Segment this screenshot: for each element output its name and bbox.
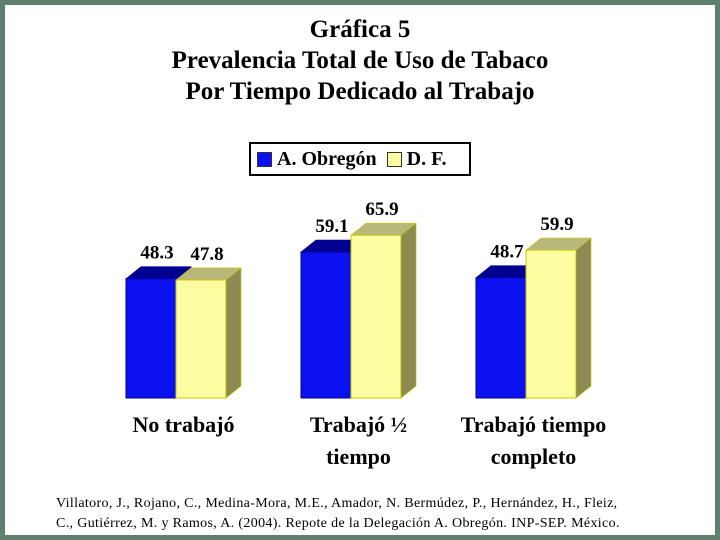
bar-2-series-1-side — [575, 237, 592, 399]
title-line-1: Gráfica 5 — [309, 16, 411, 43]
legend-item-df: D. F. — [386, 147, 447, 171]
source-line-1: Villatoro, J., Rojano, C., Medina-Mora, … — [56, 496, 618, 511]
value-label-1-series-1: 65.9 — [365, 199, 398, 220]
x-tick-label-2-line-0: Trabajó tiempo — [461, 412, 607, 437]
value-label-2-series-1: 59.9 — [540, 214, 573, 235]
bar-1-series-0-front — [300, 251, 352, 399]
x-tick-label-1-line-0: Trabajó ½ — [310, 412, 407, 437]
value-label-0-series-0: 48.3 — [140, 243, 173, 264]
bar-0-series-1-side — [225, 267, 242, 399]
title-line-2: Prevalencia Total de Uso de Tabaco — [171, 47, 549, 74]
legend-label-a-obregon: A. Obregón — [277, 147, 377, 170]
x-tick-label-2-line-1: completo — [491, 444, 577, 469]
chart-title: Gráfica 5 Prevalencia Total de Uso de Ta… — [0, 14, 720, 107]
legend-swatch-a-obregon — [257, 151, 272, 167]
value-label-1-series-0: 59.1 — [315, 216, 348, 237]
bar-2-series-1-front — [525, 249, 577, 399]
legend-item-a-obregon: A. Obregón — [257, 148, 377, 171]
source-line-2: C., Gutiérrez, M. y Ramos, A. (2004). Re… — [56, 516, 620, 531]
bar-1-series-1-side — [400, 222, 417, 399]
title-line-3: Por Tiempo Dedicado al Trabajo — [185, 78, 535, 105]
bar-1-series-1-front — [350, 234, 402, 399]
x-tick-label-1-line-1: tiempo — [326, 444, 391, 469]
bar-0-series-0-front — [125, 278, 177, 399]
legend-label-df: D. F. — [406, 147, 447, 170]
value-label-2-series-0: 48.7 — [490, 242, 524, 263]
x-tick-label-0-line-0: No trabajó — [132, 412, 234, 437]
chart-legend: A. Obregón D. F. — [249, 142, 471, 176]
bar-0-series-1-front — [175, 279, 227, 399]
legend-swatch-df — [386, 151, 402, 167]
source-citation: Villatoro, J., Rojano, C., Medina-Mora, … — [56, 494, 696, 534]
value-label-0-series-1: 47.8 — [190, 244, 223, 265]
bar-2-series-0-front — [475, 277, 527, 399]
